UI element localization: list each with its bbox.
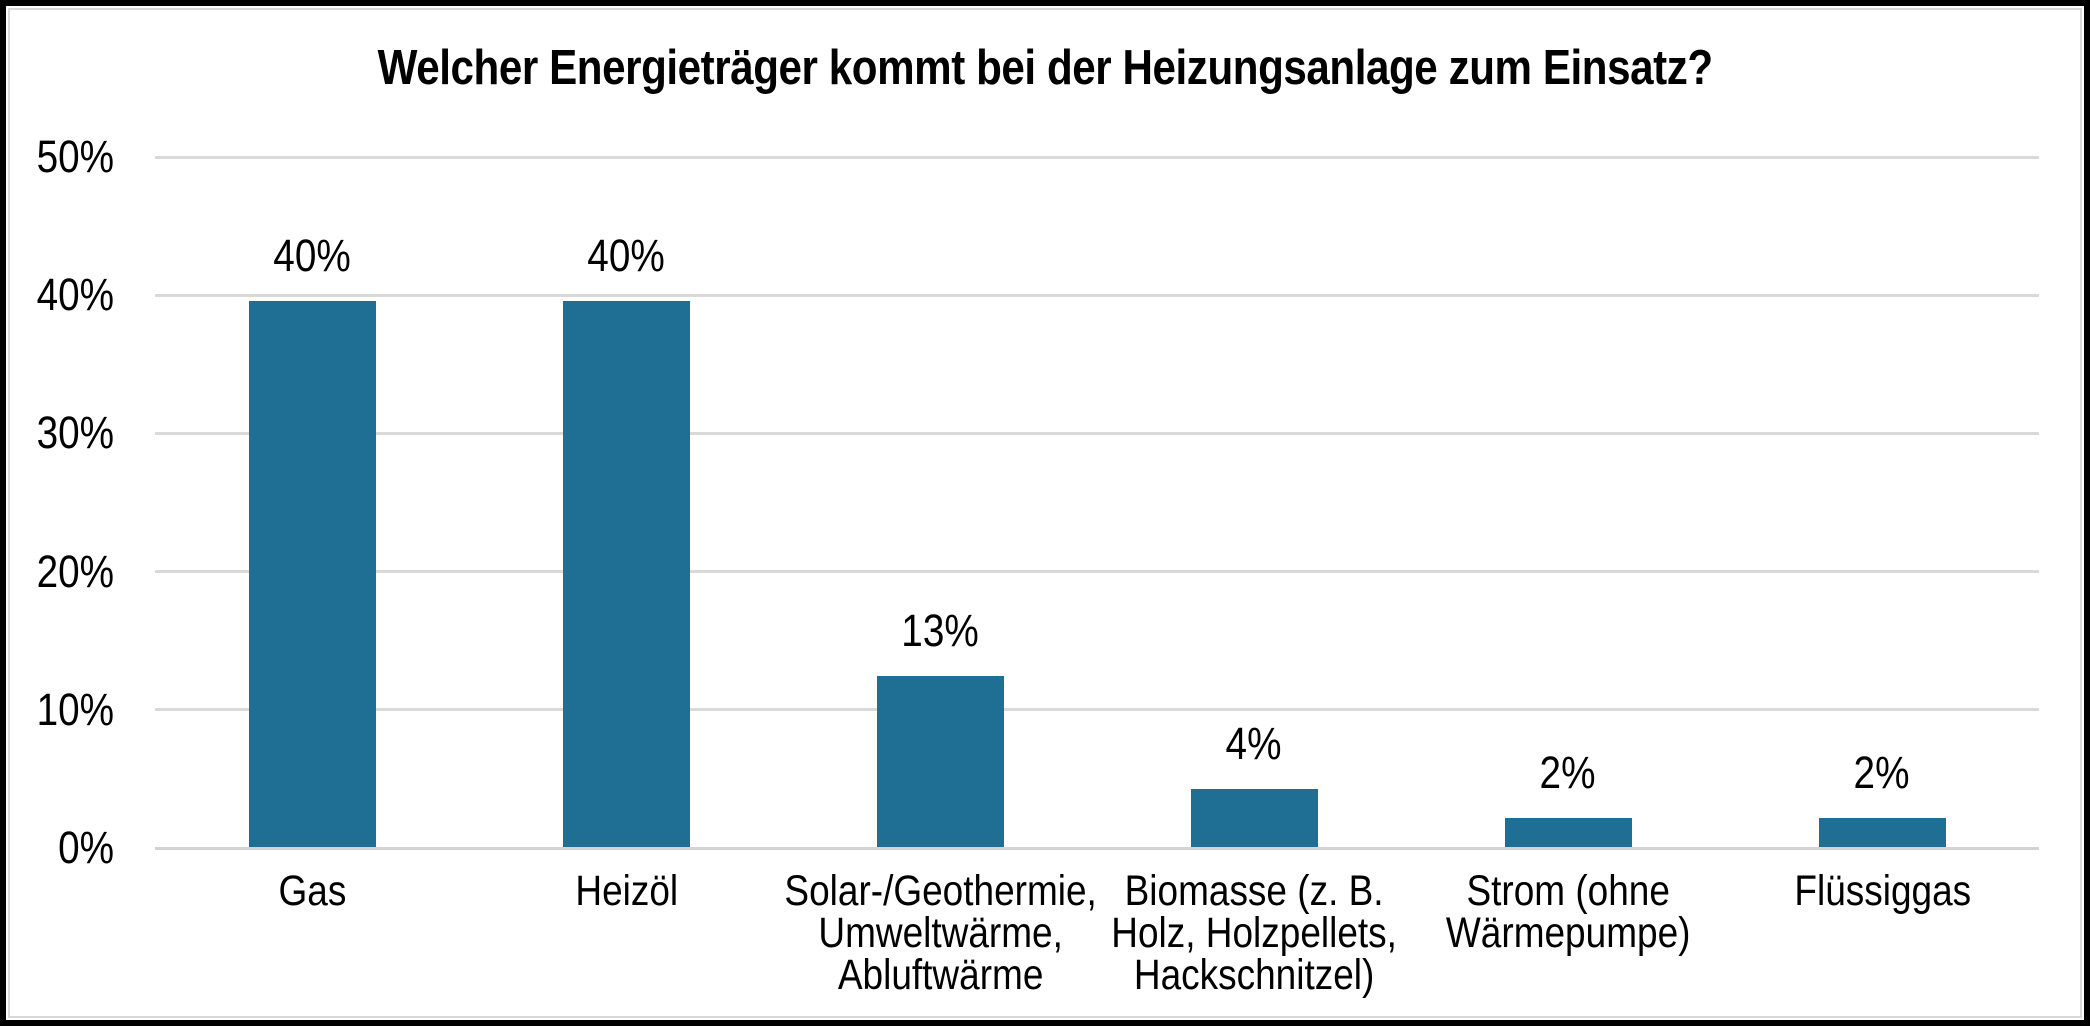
y-tick-text: 10%	[36, 683, 114, 735]
bar	[249, 301, 376, 847]
y-tick-text: 30%	[36, 407, 114, 459]
bar	[1819, 818, 1946, 847]
category-label: Flüssiggas	[1697, 867, 2068, 915]
value-label: 4%	[1097, 719, 1411, 769]
value-label-text: 13%	[901, 605, 979, 656]
value-label-text: 4%	[1226, 718, 1282, 769]
value-label-text: 2%	[1540, 747, 1596, 798]
category-label: Strom (ohne Wärmepumpe)	[1383, 867, 1754, 957]
chart-title-row: Welcher Energieträger kommt bei der Heiz…	[6, 41, 2084, 96]
category-label-text: Gas	[278, 867, 347, 915]
bar	[1505, 818, 1632, 847]
x-axis-line	[155, 846, 2039, 850]
bar	[877, 676, 1004, 847]
y-tick-label: 50%	[6, 132, 114, 182]
plot-area: 0% 10% 20% 30% 40% 50% 40% Gas 40% Heizöl 13% Solar…	[6, 6, 2084, 1020]
bar	[1191, 789, 1318, 847]
y-tick-label: 40%	[6, 270, 114, 320]
bar	[563, 301, 690, 847]
y-tick-label: 0%	[6, 823, 114, 873]
y-tick-text: 0%	[58, 822, 114, 873]
y-tick-text: 20%	[36, 545, 114, 597]
category-label-text: Strom (ohne Wärmepumpe)	[1446, 867, 1691, 957]
category-label-text: Flüssiggas	[1794, 867, 1971, 915]
value-label: 2%	[1411, 748, 1725, 798]
value-label: 2%	[1725, 748, 2039, 798]
value-label-text: 40%	[273, 230, 351, 281]
category-label-text: Biomasse (z. B. Holz, Holzpellets, Hacks…	[1111, 867, 1398, 999]
category-label-text: Solar-/Geothermie, Umweltwärme, Abluftwä…	[784, 867, 1097, 999]
category-label: Biomasse (z. B. Holz, Holzpellets, Hacks…	[1069, 867, 1440, 999]
chart-title: Welcher Energieträger kommt bei der Heiz…	[377, 41, 1713, 95]
value-label-text: 2%	[1854, 747, 1910, 798]
y-tick-text: 40%	[36, 269, 114, 321]
value-label: 40%	[469, 231, 783, 281]
category-label: Solar-/Geothermie, Umweltwärme, Abluftwä…	[755, 867, 1126, 999]
category-label-text: Heizöl	[575, 867, 678, 915]
gridline	[155, 293, 2039, 297]
y-tick-label: 30%	[6, 408, 114, 458]
category-label: Gas	[127, 867, 498, 915]
y-tick-text: 50%	[36, 131, 114, 182]
gridline	[155, 431, 2039, 435]
gridline	[155, 155, 2039, 159]
y-tick-label: 20%	[6, 545, 114, 597]
category-label: Heizöl	[441, 867, 812, 915]
gridline	[155, 708, 2039, 712]
gridline	[155, 570, 2039, 574]
value-label-text: 40%	[587, 230, 665, 281]
y-tick-label: 10%	[6, 683, 114, 735]
value-label: 40%	[155, 231, 469, 281]
value-label: 13%	[783, 606, 1097, 656]
